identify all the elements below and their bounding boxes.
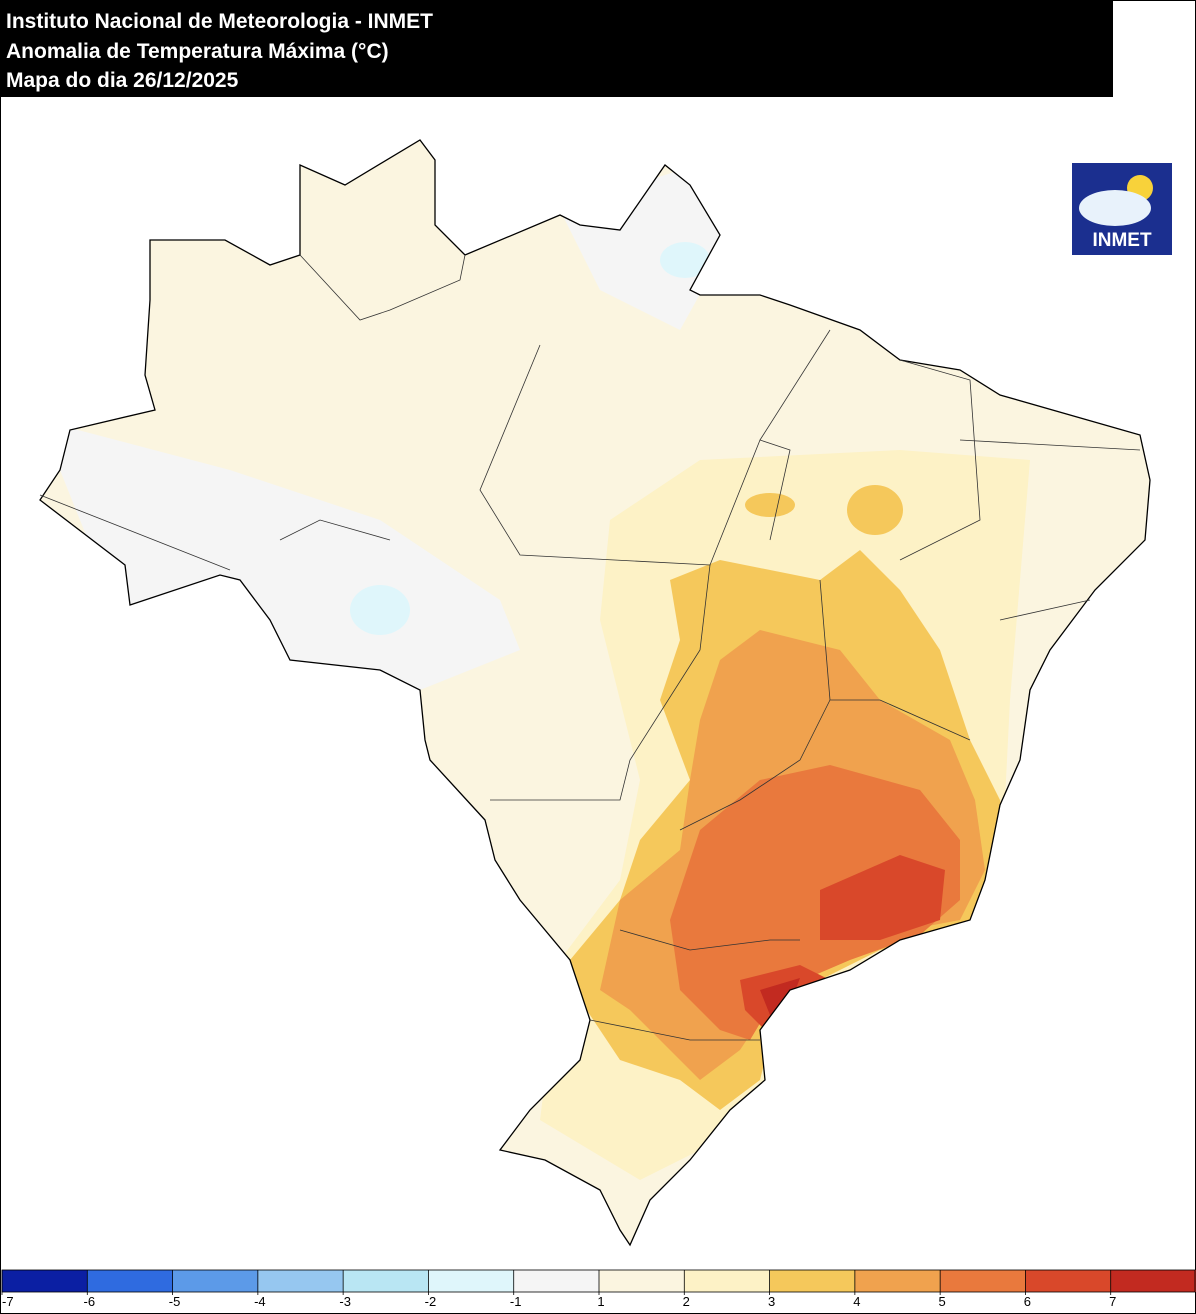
colorbar-segment [257, 1270, 344, 1292]
colorbar-segment [769, 1270, 855, 1292]
header-line: Instituto Nacional de Meteorologia - INM… [6, 10, 433, 33]
colorbar-tick-label: 7 [1109, 1294, 1116, 1309]
colorbar-segment [684, 1270, 770, 1292]
colorbar-tick-label: 1 [597, 1294, 604, 1309]
colorbar-tick-label: 6 [1024, 1294, 1031, 1309]
colorbar-segment [1110, 1270, 1196, 1292]
colorbar-segment [172, 1270, 258, 1292]
zone [847, 485, 903, 535]
colorbar-segment [1025, 1270, 1111, 1292]
colorbar-segment [854, 1270, 941, 1292]
zone [670, 765, 960, 1040]
zone [820, 855, 945, 940]
header-line: Mapa do dia 26/12/2025 [6, 69, 239, 92]
colorbar-tick-label: -6 [84, 1294, 96, 1309]
colorbar-tick-label: 5 [939, 1294, 946, 1309]
colorbar-tick-label: -2 [425, 1294, 437, 1309]
anomaly-map [40, 140, 1150, 1245]
colorbar-segment [513, 1270, 599, 1292]
header-line: Anomalia de Temperatura Máxima (°C) [6, 40, 389, 63]
zone [350, 585, 410, 635]
colorbar-segment [599, 1270, 685, 1292]
zone [745, 493, 795, 517]
colorbar-segment [940, 1270, 1026, 1292]
logo-text: INMET [1092, 230, 1152, 251]
logo-cloud [1079, 190, 1151, 226]
colorbar-segment [2, 1270, 88, 1292]
colorbar-tick-label: 3 [768, 1294, 775, 1309]
zone [760, 978, 800, 1015]
colorbar-segment [87, 1270, 173, 1292]
colorbar-tick-label: 4 [853, 1294, 860, 1309]
state-borders [39, 254, 1141, 1041]
zone [660, 242, 710, 278]
colorbar-segment [343, 1270, 429, 1292]
colorbar-tick-label: -3 [339, 1294, 351, 1309]
colorbar-tick-label: -4 [254, 1294, 266, 1309]
colorbar-tick-label: -1 [510, 1294, 522, 1309]
colorbar-tick-label: -7 [2, 1294, 14, 1309]
colorbar-segment [428, 1270, 514, 1292]
colorbar: -7 -6 -5 -4 -3 -2 -1 1 2 3 4 5 6 7 [1, 1269, 1196, 1309]
header-box [0, 0, 1113, 97]
colorbar-tick-label: 2 [683, 1294, 690, 1309]
colorbar-tick-label: -5 [169, 1294, 181, 1309]
